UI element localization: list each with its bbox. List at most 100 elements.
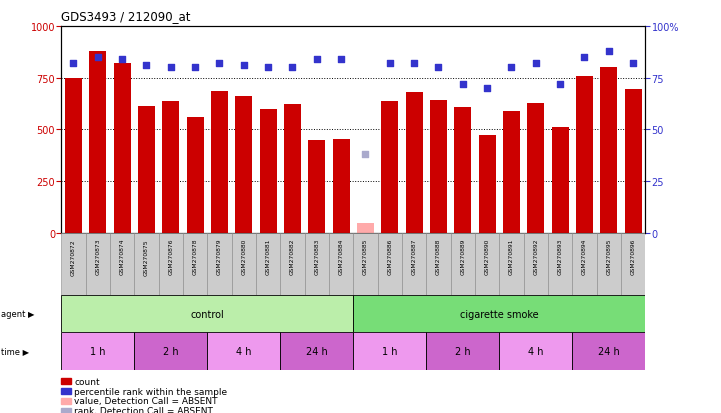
Point [213, 61, 225, 67]
Point [603, 48, 614, 55]
Text: GSM270878: GSM270878 [193, 238, 198, 275]
Bar [621, 233, 645, 295]
Bar [280, 233, 304, 295]
Text: GSM270881: GSM270881 [265, 238, 270, 275]
Text: GSM270875: GSM270875 [144, 238, 149, 275]
Bar [138, 106, 155, 233]
Text: GSM270883: GSM270883 [314, 238, 319, 275]
Bar [61, 233, 86, 295]
Point [457, 81, 469, 88]
Bar [353, 295, 645, 332]
Bar [329, 233, 353, 295]
Text: cigarette smoke: cigarette smoke [460, 309, 539, 319]
Bar [280, 332, 353, 370]
Point [311, 57, 322, 63]
Bar [61, 295, 353, 332]
Text: GSM270892: GSM270892 [534, 238, 539, 275]
Bar [479, 135, 495, 233]
Point [116, 57, 128, 63]
Bar [284, 104, 301, 233]
Text: GSM270885: GSM270885 [363, 238, 368, 275]
Bar [86, 233, 110, 295]
Bar [134, 332, 208, 370]
Bar [499, 233, 523, 295]
Point [554, 81, 566, 88]
Text: GSM270884: GSM270884 [339, 238, 344, 275]
Bar [208, 233, 231, 295]
Bar [159, 233, 183, 295]
Bar [426, 332, 499, 370]
Point [335, 57, 347, 63]
Bar [499, 332, 572, 370]
Bar [426, 233, 451, 295]
Point [68, 61, 79, 67]
Bar [187, 118, 203, 233]
Bar [309, 140, 325, 233]
Bar [454, 107, 472, 233]
Bar [451, 233, 475, 295]
Bar [381, 102, 398, 233]
Text: GSM270872: GSM270872 [71, 238, 76, 275]
Bar [572, 332, 645, 370]
Point [92, 55, 104, 61]
Text: GSM270880: GSM270880 [242, 238, 247, 275]
Point [408, 61, 420, 67]
Text: GSM270876: GSM270876 [168, 238, 173, 275]
Bar [475, 233, 499, 295]
Bar [332, 140, 350, 233]
Point [627, 61, 639, 67]
Text: 24 h: 24 h [306, 346, 327, 356]
Bar [503, 112, 520, 233]
Bar [596, 233, 621, 295]
Text: 2 h: 2 h [163, 346, 179, 356]
Text: GSM270893: GSM270893 [557, 238, 562, 275]
Text: GSM270895: GSM270895 [606, 238, 611, 275]
Bar [353, 332, 426, 370]
Bar [523, 233, 548, 295]
Point [505, 65, 517, 71]
Point [262, 65, 274, 71]
Text: 4 h: 4 h [236, 346, 252, 356]
Text: GSM270879: GSM270879 [217, 238, 222, 275]
Bar [430, 101, 447, 233]
Text: GSM270873: GSM270873 [95, 238, 100, 275]
Bar [235, 97, 252, 233]
Bar [231, 233, 256, 295]
Bar [65, 78, 82, 233]
Bar [162, 102, 180, 233]
Bar [208, 332, 280, 370]
Text: 2 h: 2 h [455, 346, 471, 356]
Text: agent ▶: agent ▶ [1, 309, 35, 318]
Bar [304, 233, 329, 295]
Point [482, 85, 493, 92]
Text: 24 h: 24 h [598, 346, 619, 356]
Text: GSM270890: GSM270890 [485, 238, 490, 275]
Point [165, 65, 177, 71]
Bar [114, 64, 131, 233]
Text: count: count [74, 377, 100, 386]
Text: value, Detection Call = ABSENT: value, Detection Call = ABSENT [74, 396, 218, 406]
Bar [211, 92, 228, 233]
Bar [576, 76, 593, 233]
Bar [572, 233, 596, 295]
Bar [548, 233, 572, 295]
Text: GSM270891: GSM270891 [509, 238, 514, 275]
Bar [406, 93, 423, 233]
Bar [256, 233, 280, 295]
Bar [89, 52, 106, 233]
Text: GSM270894: GSM270894 [582, 238, 587, 275]
Point [190, 65, 201, 71]
Text: 4 h: 4 h [528, 346, 544, 356]
Point [238, 63, 249, 69]
Bar [110, 233, 134, 295]
Bar [378, 233, 402, 295]
Bar [61, 332, 134, 370]
Text: GSM270887: GSM270887 [412, 238, 417, 275]
Point [141, 63, 152, 69]
Text: GSM270886: GSM270886 [387, 238, 392, 275]
Point [384, 61, 396, 67]
Text: GSM270888: GSM270888 [436, 238, 441, 275]
Text: GSM270896: GSM270896 [631, 238, 636, 275]
Bar [624, 90, 642, 233]
Bar [527, 103, 544, 233]
